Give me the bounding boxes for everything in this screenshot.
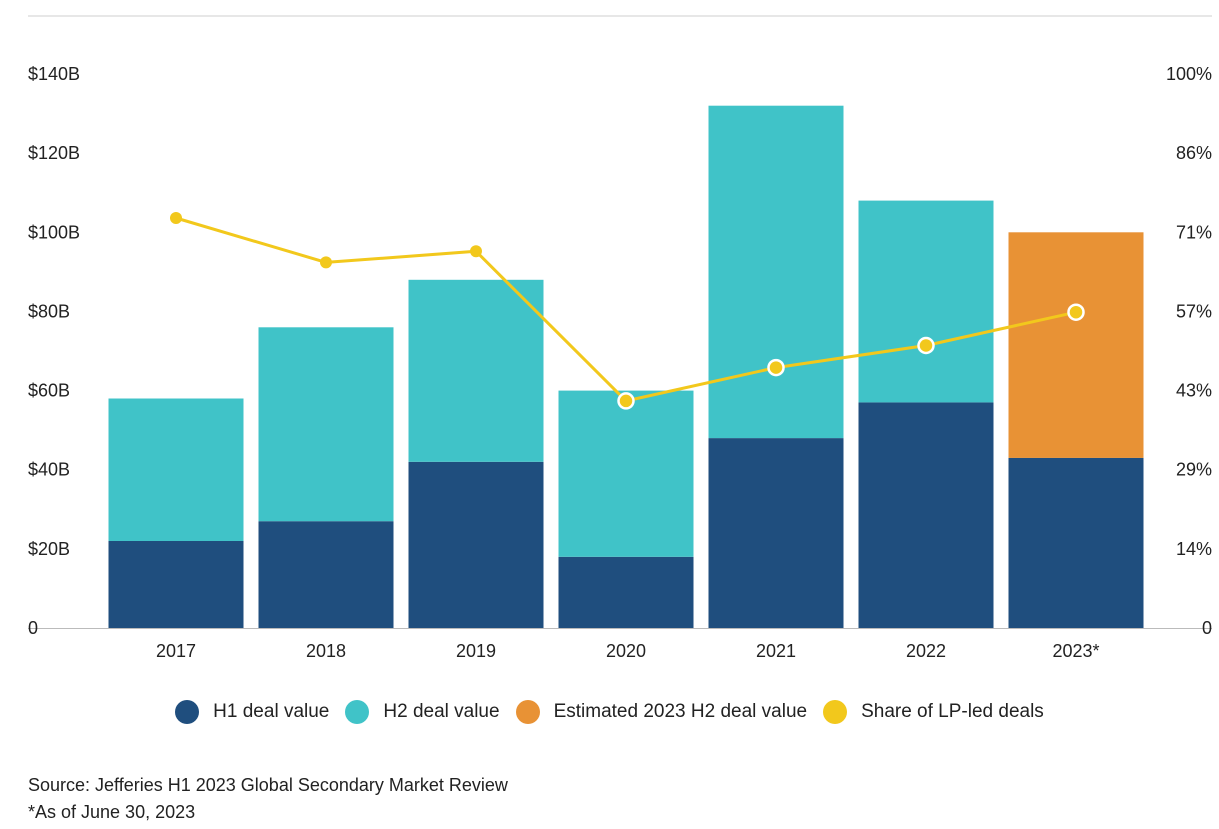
legend-label-estimated-h2: Estimated 2023 H2 deal value — [553, 701, 808, 722]
legend-label-lp-share: Share of LP-led deals — [861, 701, 1044, 722]
source-note: Source: Jefferies H1 2023 Global Seconda… — [28, 775, 508, 795]
bar-2022-series-0 — [858, 402, 994, 628]
left-axis-tick: $140B — [28, 64, 80, 84]
bar-2019-series-0 — [408, 461, 544, 628]
x-axis-tick: 2020 — [606, 641, 646, 661]
left-axis-tick: $40B — [28, 460, 70, 480]
lp-share-point-2018 — [320, 256, 332, 269]
bars-layer — [108, 105, 1144, 628]
left-axis-tick: 0 — [28, 618, 38, 638]
line-layer — [170, 212, 1085, 410]
right-axis-tick: 100% — [1166, 64, 1212, 84]
x-axis-tick: 2019 — [456, 641, 496, 661]
legend-swatch-lp-share — [823, 700, 848, 724]
legend-swatch-h1 — [175, 700, 200, 724]
legend-label-h1: H1 deal value — [213, 701, 330, 722]
right-axis-tick: 71% — [1176, 222, 1212, 242]
bar-2022-series-1 — [858, 200, 994, 403]
footer: Source: Jefferies H1 2023 Global Seconda… — [28, 772, 508, 826]
left-axis-tick: $60B — [28, 381, 70, 401]
bar-2018-series-1 — [258, 327, 394, 522]
right-axis-tick: 57% — [1176, 301, 1212, 321]
ticks-layer: 0 $20B $40B $60B $80B $100B $120B $140B 0 14% 29% 4… — [28, 64, 1212, 661]
bar-2023-series-0 — [1008, 457, 1144, 628]
lp-share-point-2021 — [767, 358, 785, 377]
left-axis-tick: $20B — [28, 539, 70, 559]
bar-2020-series-1 — [558, 390, 694, 557]
x-axis-tick: 2018 — [306, 641, 346, 661]
legend-item-estimated-h2: Estimated 2023 H2 deal value — [515, 700, 808, 724]
left-axis-tick: $100B — [28, 222, 80, 242]
lp-share-point-2017 — [170, 212, 182, 224]
bar-2023-series-2 — [1008, 232, 1144, 458]
x-axis-tick: 2017 — [156, 641, 196, 661]
x-axis-tick: 2023* — [1052, 641, 1099, 661]
lp-share-point-2019 — [470, 245, 482, 258]
left-axis-tick: $80B — [28, 301, 70, 321]
legend: H1 deal value H2 deal value Estimated 20… — [0, 695, 1219, 729]
bar-2018-series-0 — [258, 521, 394, 628]
right-axis-tick: 86% — [1176, 143, 1212, 163]
right-axis-tick: 14% — [1176, 539, 1212, 559]
legend-swatch-estimated-h2 — [515, 700, 540, 724]
legend-item-h1: H1 deal value — [175, 700, 329, 724]
bar-2021-series-0 — [708, 438, 844, 628]
right-axis-tick: 43% — [1176, 381, 1212, 401]
date-footnote: *As of June 30, 2023 — [28, 802, 196, 822]
legend-item-lp-share: Share of LP-led deals — [823, 700, 1044, 724]
x-axis-tick: 2021 — [756, 641, 796, 661]
bar-2017-series-0 — [108, 540, 244, 628]
bar-2021-series-1 — [708, 105, 844, 439]
bar-2019-series-1 — [408, 279, 544, 462]
legend-label-h2: H2 deal value — [383, 701, 500, 722]
bar-2017-series-1 — [108, 398, 244, 541]
right-axis-tick: 29% — [1176, 460, 1212, 480]
chart: 0 $20B $40B $60B $80B $100B $120B $140B 0 14% 29% 4… — [28, 15, 1212, 661]
x-axis-tick: 2022 — [906, 641, 946, 661]
left-axis-tick: $120B — [28, 143, 80, 163]
lp-share-point-2022 — [917, 336, 935, 355]
bar-2020-series-0 — [558, 556, 694, 628]
lp-share-point-2020 — [617, 392, 635, 410]
lp-share-point-2023 — [1067, 303, 1085, 321]
right-axis-tick: 0 — [1202, 618, 1212, 638]
legend-swatch-h2 — [345, 700, 370, 724]
legend-item-h2: H2 deal value — [345, 700, 500, 724]
